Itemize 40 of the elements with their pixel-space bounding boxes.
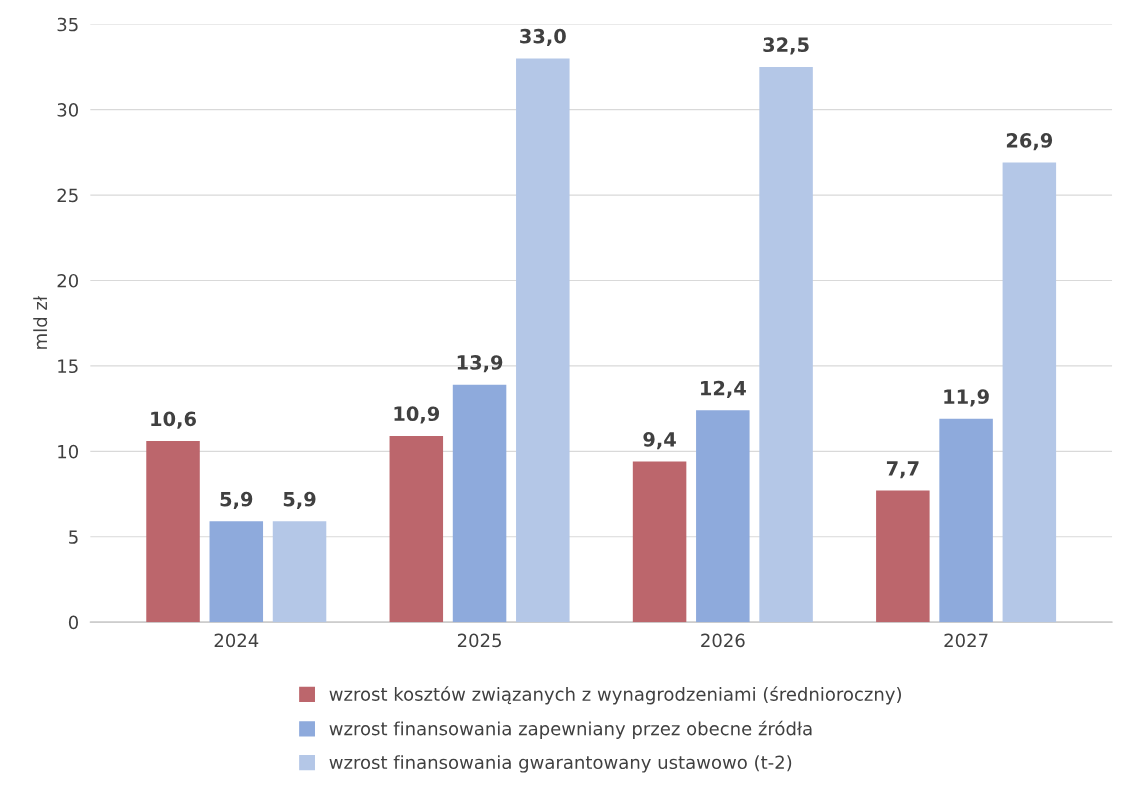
- data-label: 7,7: [886, 461, 919, 479]
- data-label: 10,9: [394, 406, 440, 424]
- data-label: 13,9: [457, 355, 503, 373]
- y-tick-label: 30: [57, 103, 79, 117]
- x-tick-label: 2027: [944, 633, 988, 648]
- bar: [516, 58, 570, 623]
- bar: [272, 521, 327, 623]
- data-label: 33,0: [520, 28, 566, 47]
- data-label: 9,4: [643, 432, 676, 450]
- bar: [209, 521, 264, 623]
- bar: [452, 384, 507, 623]
- data-label: 11,9: [944, 389, 989, 407]
- x-tick-label: 2025: [457, 633, 501, 648]
- data-label: 12,4: [701, 380, 746, 398]
- y-axis-title: mld zł: [33, 295, 48, 349]
- bar: [146, 441, 200, 623]
- bar: [389, 435, 444, 623]
- bar: [876, 490, 930, 623]
- y-tick-label: 10: [58, 444, 79, 459]
- bar: [632, 461, 687, 623]
- bar: [939, 418, 993, 623]
- legend-label: wzrost kosztów związanych z wynagrodzeniami (średnioroczny): [329, 686, 901, 705]
- data-label: 5,9: [283, 491, 316, 509]
- data-label: 26,9: [1006, 133, 1053, 151]
- y-tick-label: 35: [57, 17, 78, 32]
- bar: [1002, 162, 1057, 623]
- y-tick-label: 5: [69, 530, 78, 544]
- legend-label: wzrost finansowania zapewniany przez obecne źródła: [329, 720, 812, 739]
- bar: [759, 66, 813, 623]
- data-label: 32,5: [763, 37, 809, 55]
- data-label: 10,6: [151, 411, 196, 429]
- y-tick-label: 0: [68, 615, 79, 630]
- legend-label: wzrost finansowania gwarantowany ustawowo (t-2): [329, 755, 792, 773]
- data-label: 5,9: [220, 491, 253, 509]
- x-tick-label: 2024: [214, 633, 259, 648]
- y-tick-label: 15: [58, 359, 78, 374]
- y-tick-label: 20: [57, 273, 79, 288]
- x-tick-label: 2026: [701, 633, 745, 648]
- y-tick-label: 25: [57, 188, 78, 203]
- bar: [696, 410, 750, 623]
